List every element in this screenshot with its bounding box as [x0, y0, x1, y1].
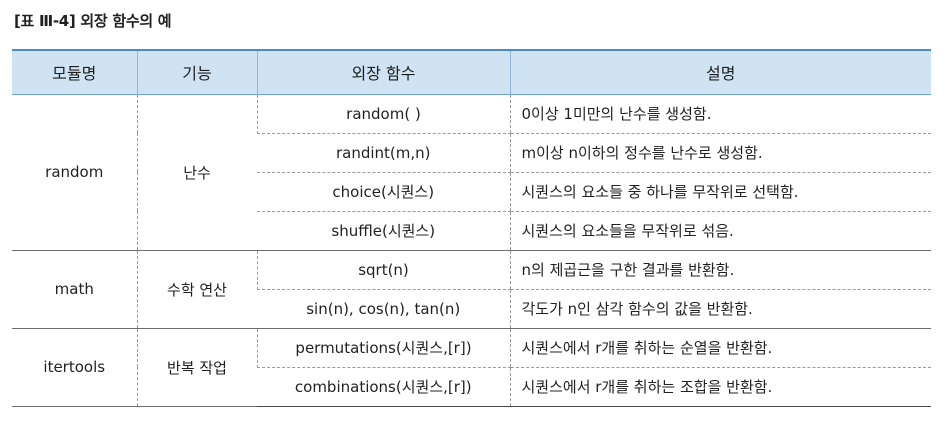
- table-row: choice(시퀀스) 시퀀스의 요소들 중 하나를 무작위로 선택함.: [12, 172, 931, 212]
- feature-cell-math: 수학 연산: [136, 250, 257, 329]
- description-cell: 0이상 1미만의 난수를 생성함.: [509, 94, 931, 134]
- header-description: 설명: [509, 49, 931, 95]
- feature-cell-random: 난수: [136, 94, 257, 251]
- function-cell: sqrt(n): [256, 250, 510, 290]
- function-cell: combinations(시퀀스,[r]): [257, 367, 510, 407]
- description-cell: 시퀀스의 요소들 중 하나를 무작위로 선택함.: [509, 172, 931, 212]
- header-module: 모듈명: [12, 49, 137, 95]
- header-function: 외장 함수: [256, 49, 510, 95]
- description-cell: m이상 n이하의 정수를 난수로 생성함.: [509, 133, 931, 173]
- table-row: itertools 반복 작업 permutations(시퀀스,[r]) 시퀀…: [12, 328, 931, 407]
- function-cell: sin(n), cos(n), tan(n): [257, 289, 510, 329]
- header-row: 모듈명 기능 외장 함수 설명: [12, 49, 931, 95]
- table-row: random 난수 random( ) 0이상 1미만의 난수를 생성함.: [12, 94, 931, 251]
- table-row: combinations(시퀀스,[r]) 시퀀스에서 r개를 취하는 조합을 …: [12, 367, 931, 407]
- description-cell: 각도가 n인 삼각 함수의 값을 반환함.: [509, 289, 931, 329]
- table-row: randint(m,n) m이상 n이하의 정수를 난수로 생성함.: [12, 133, 931, 173]
- module-cell-itertools: itertools: [12, 328, 137, 407]
- table-body: random 난수 random( ) 0이상 1미만의 난수를 생성함. ra…: [12, 94, 931, 407]
- description-cell: 시퀀스에서 r개를 취하는 순열을 반환함.: [509, 328, 931, 368]
- table-row: shuffle(시퀀스) 시퀀스의 요소들을 무작위로 섞음.: [12, 211, 931, 251]
- description-cell: n의 제곱근을 구한 결과를 반환함.: [509, 250, 931, 290]
- function-cell: randint(m,n): [257, 133, 510, 173]
- feature-cell-itertools: 반복 작업: [136, 328, 257, 407]
- module-cell-random: random: [12, 94, 137, 251]
- external-functions-table: 모듈명 기능 외장 함수 설명 random 난수 random( ) 0이상 …: [12, 49, 931, 407]
- description-cell: 시퀀스의 요소들을 무작위로 섞음.: [509, 211, 931, 251]
- header-feature: 기능: [136, 49, 257, 95]
- description-cell: 시퀀스에서 r개를 취하는 조합을 반환함.: [509, 367, 931, 407]
- table-header: 모듈명 기능 외장 함수 설명: [12, 49, 931, 95]
- function-cell: random( ): [256, 94, 510, 134]
- function-cell: choice(시퀀스): [257, 172, 510, 212]
- function-cell: permutations(시퀀스,[r]): [256, 328, 510, 368]
- table-row: math 수학 연산 sqrt(n) n의 제곱근을 구한 결과를 반환함.: [12, 250, 931, 329]
- module-cell-math: math: [12, 250, 137, 329]
- table-row: sin(n), cos(n), tan(n) 각도가 n인 삼각 함수의 값을 …: [12, 289, 931, 329]
- function-cell: shuffle(시퀀스): [257, 211, 510, 251]
- table-caption: [표 Ⅲ-4] 외장 함수의 예: [14, 12, 172, 30]
